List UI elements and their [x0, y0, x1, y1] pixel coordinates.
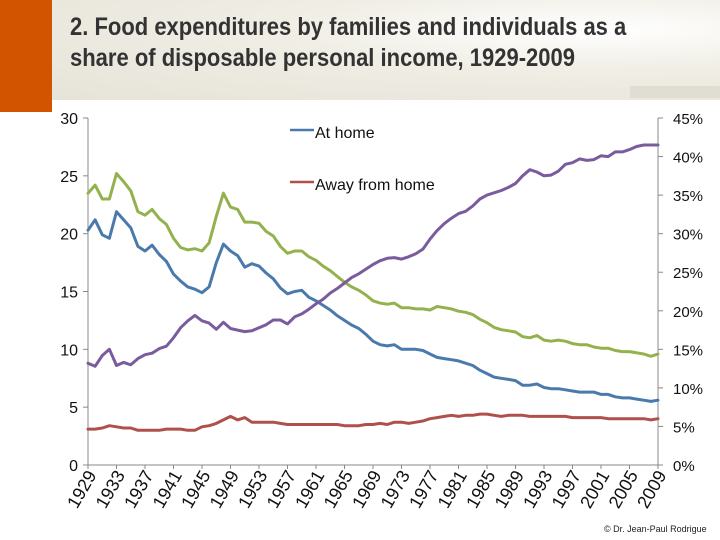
x-tick-label: 2001 — [576, 467, 613, 512]
left-tick-label: 5 — [69, 400, 78, 417]
header-background — [52, 0, 720, 100]
accent-bar — [0, 0, 52, 112]
x-tick-label: 1965 — [320, 467, 357, 512]
legend-at-home-label: At home — [315, 125, 375, 142]
right-tick-label: 25% — [673, 265, 703, 282]
x-tick-label: 2009 — [633, 467, 670, 512]
right-tick-label: 0% — [673, 458, 695, 475]
left-tick-label: 15 — [60, 285, 78, 302]
x-tick-label: 1953 — [234, 467, 271, 512]
x-tick-label: 1937 — [120, 467, 157, 512]
right-tick-label: 15% — [673, 342, 703, 359]
series-layer — [86, 143, 660, 432]
x-tick-label: 1993 — [519, 467, 556, 512]
x-tick-label: 1961 — [291, 467, 328, 512]
series-at-home-line — [86, 210, 660, 403]
x-tick-label: 1973 — [377, 467, 414, 512]
title-line-1: 2. Food expenditures by families and ind… — [70, 13, 627, 41]
right-tick-label: 40% — [673, 150, 703, 167]
left-tick-label: 0 — [69, 458, 78, 475]
x-tick-label: 1957 — [263, 467, 300, 512]
chart-axes — [83, 117, 663, 469]
x-tick-label: 1945 — [177, 467, 214, 512]
x-tick-label: 1989 — [491, 467, 528, 512]
x-tick-label: 1949 — [206, 467, 243, 512]
legend: At home Away from home — [290, 125, 435, 194]
title-line-2: share of disposable personal income, 192… — [70, 44, 575, 72]
x-tick-label: 1933 — [92, 467, 129, 512]
left-tick-label: 20 — [60, 227, 78, 244]
legend-away-label: Away from home — [315, 177, 435, 194]
right-axis-labels: 0% 5% 10% 15% 20% 25% 30% 35% 40% 45% — [673, 111, 703, 475]
x-tick-label: 1981 — [434, 467, 471, 512]
x-tick-label: 1997 — [548, 467, 585, 512]
x-axis-labels: 1929193319371941194519491953195719611965… — [63, 467, 670, 512]
left-tick-label: 10 — [60, 342, 78, 359]
right-tick-label: 30% — [673, 227, 703, 244]
x-tick-label: 1977 — [405, 467, 442, 512]
series-secondary-line — [86, 143, 660, 368]
x-tick-label: 1969 — [348, 467, 385, 512]
left-tick-label: 25 — [60, 169, 78, 186]
right-tick-label: 5% — [673, 419, 695, 436]
x-tick-label: 1985 — [462, 467, 499, 512]
left-tick-label: 30 — [60, 111, 78, 128]
right-tick-label: 35% — [673, 188, 703, 205]
series-away-from-home-line — [86, 412, 660, 432]
credit-text: © Dr. Jean-Paul Rodrigue — [604, 524, 707, 534]
series-total-line — [86, 172, 660, 358]
slide-title: 2. Food expenditures by families and ind… — [70, 12, 626, 74]
left-axis-labels: 0 5 10 15 20 25 30 — [60, 111, 78, 475]
header-divider — [630, 86, 720, 98]
x-tick-label: 1941 — [149, 467, 186, 512]
right-tick-label: 20% — [673, 304, 703, 321]
right-tick-label: 10% — [673, 381, 703, 398]
x-tick-label: 2005 — [605, 467, 642, 512]
right-tick-label: 45% — [673, 111, 703, 128]
